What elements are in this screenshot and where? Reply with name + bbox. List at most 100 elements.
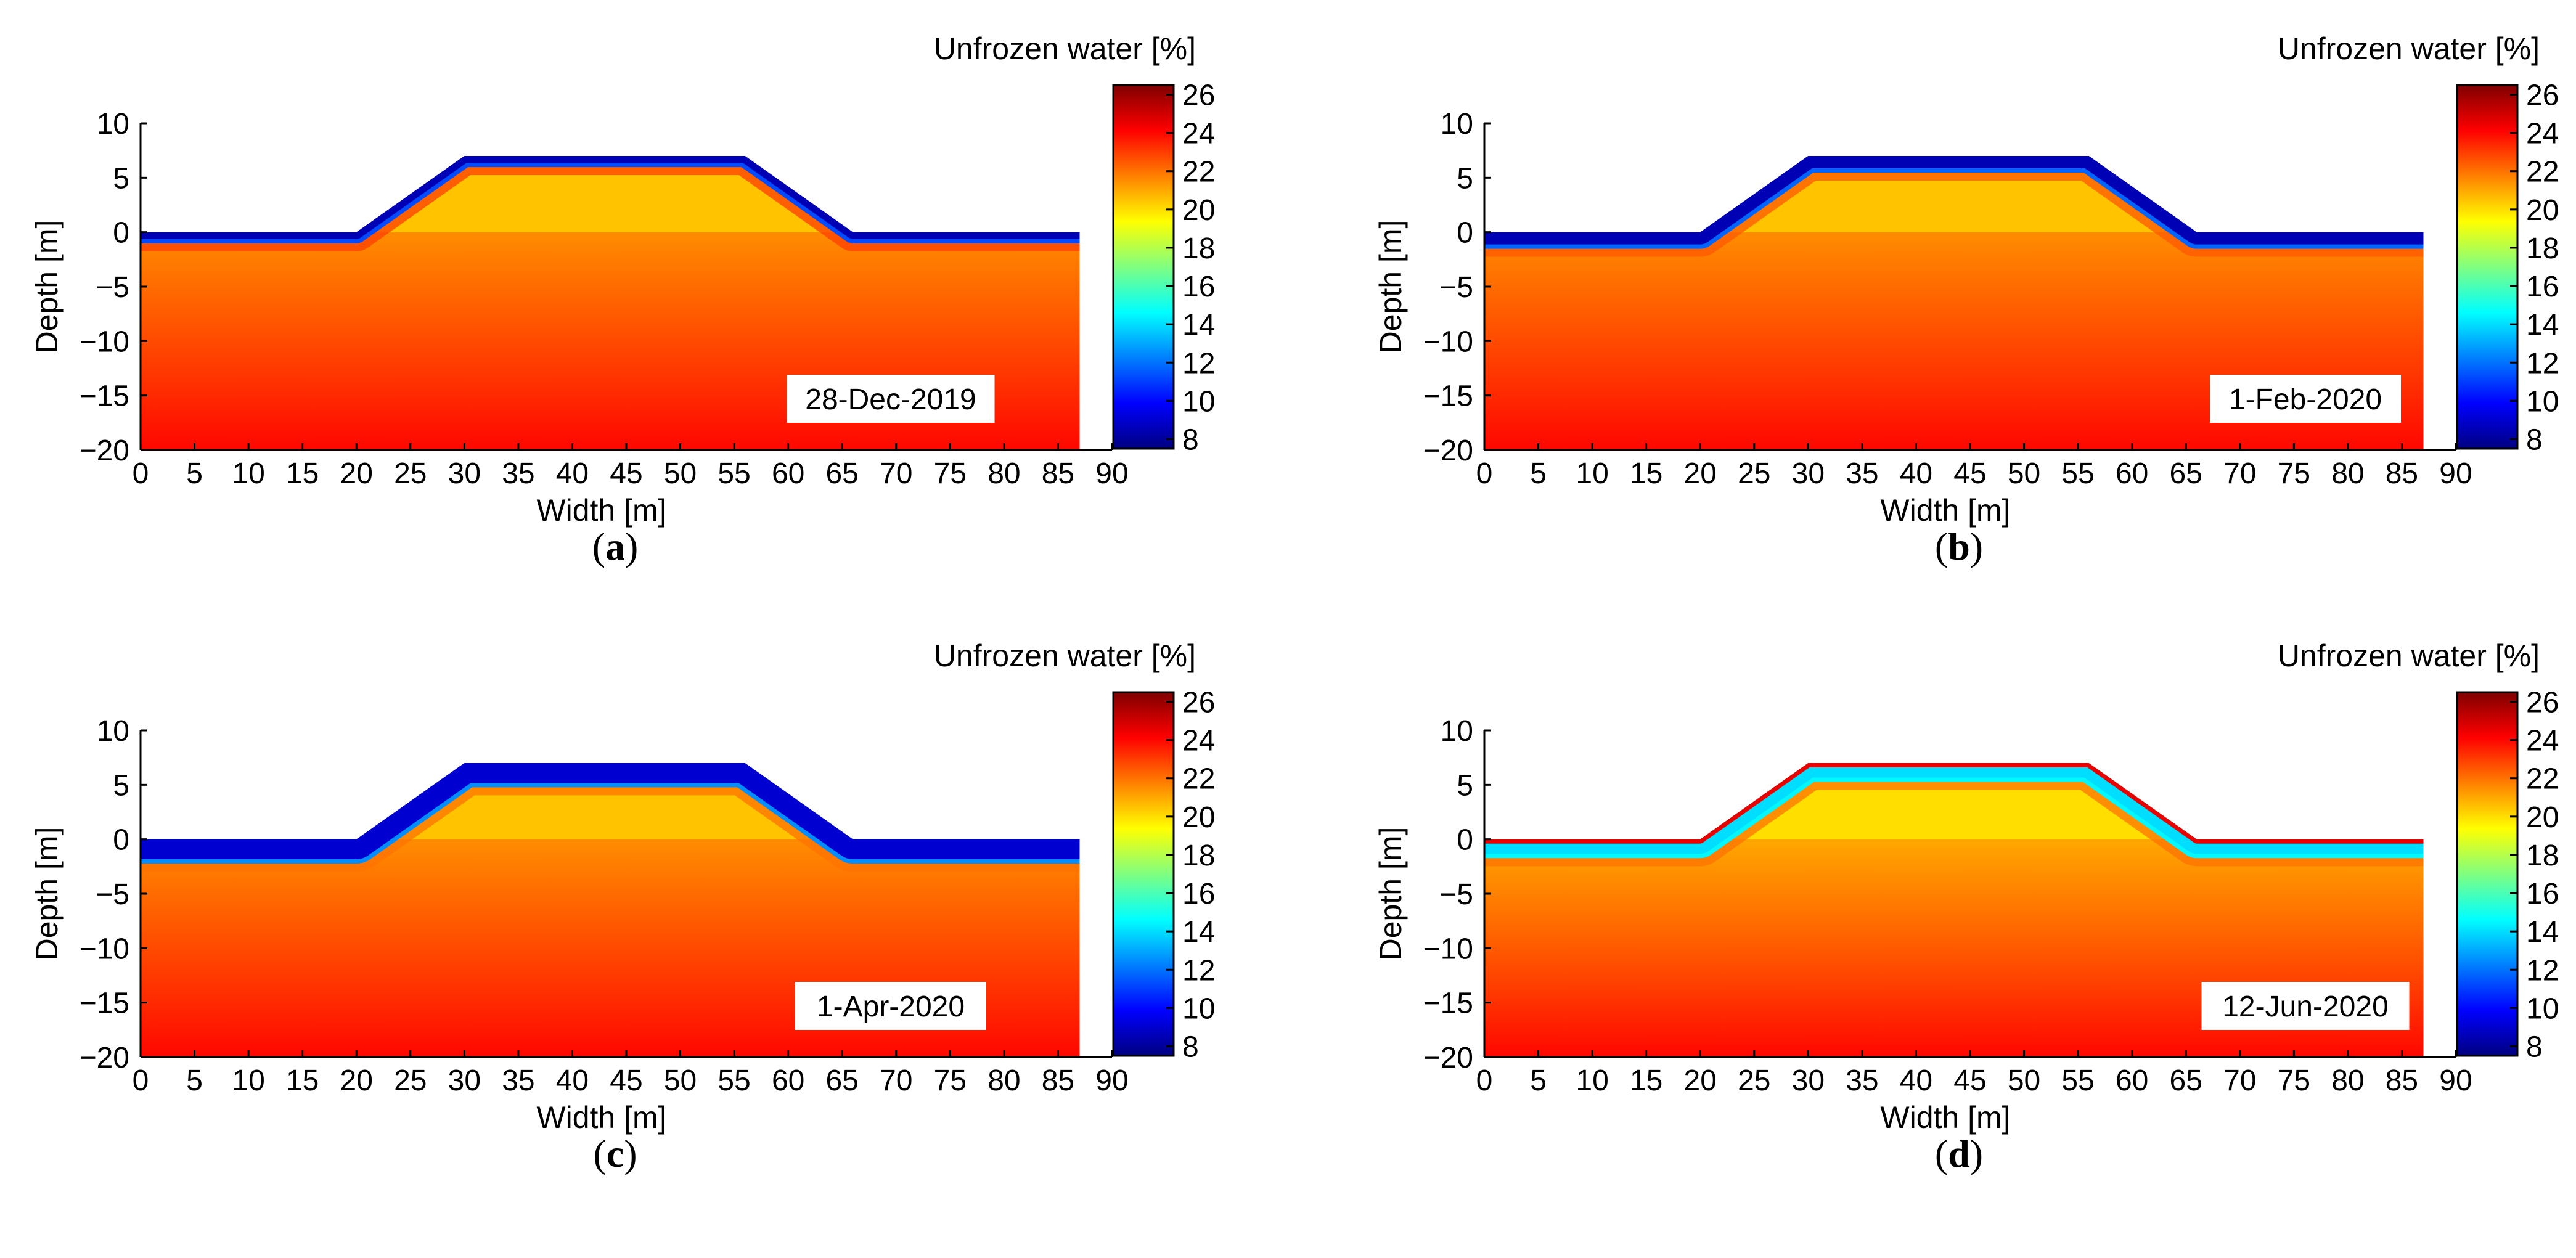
x-tick-label: 90 (2439, 457, 2472, 490)
x-tick-label: 80 (987, 457, 1020, 490)
x-tick-label: 75 (934, 457, 967, 490)
colorbar-tick-label: 24 (2526, 725, 2559, 758)
x-tick-label: 55 (718, 1064, 750, 1097)
colorbar-tick-label: 26 (1182, 687, 1215, 719)
x-tick-label: 15 (1630, 1064, 1662, 1097)
x-tick-label: 40 (1900, 1064, 1932, 1097)
date-label-text: 1-Apr-2020 (817, 990, 965, 1023)
panel-caption: (a) (592, 525, 639, 568)
y-axis-label: Depth [m] (1373, 827, 1408, 961)
unfrozen-water-field (1484, 156, 2424, 450)
x-tick-label: 40 (556, 1064, 589, 1097)
colorbar-tick-label: 16 (1182, 271, 1215, 303)
y-tick-label: −20 (80, 1042, 129, 1074)
colorbar-tick-label: 14 (1182, 309, 1215, 341)
x-tick-label: 85 (1042, 457, 1074, 490)
x-tick-label: 80 (2331, 1064, 2364, 1097)
y-tick-label: −5 (1439, 271, 1473, 304)
x-tick-label: 55 (718, 457, 750, 490)
colorbar-tick-label: 12 (2526, 347, 2559, 380)
colorbar-tick-label: 18 (1182, 232, 1215, 265)
x-tick-label: 75 (2278, 457, 2310, 490)
x-tick-label: 65 (826, 457, 859, 490)
y-tick-label: −20 (80, 435, 129, 467)
colorbar-tick-label: 20 (1182, 801, 1215, 834)
panel-a: 0 5 10 15 20 25 30 35 40 45 50 55 60 65 70 75 80 85 901050… (30, 31, 1215, 568)
colorbar-tick-label: 16 (2526, 878, 2559, 910)
x-tick-label: 60 (772, 1064, 804, 1097)
x-tick-label: 60 (2116, 457, 2148, 490)
colorbar-tick-label: 24 (2526, 118, 2559, 150)
y-tick-label: 10 (97, 715, 129, 748)
x-tick-label: 20 (340, 1064, 373, 1097)
colorbar-label: Unfrozen water [%] (934, 639, 1196, 673)
colorbar-tick-label: 22 (2526, 156, 2559, 189)
colorbar-label: Unfrozen water [%] (2278, 31, 2540, 66)
x-tick-label: 50 (664, 1064, 697, 1097)
date-label-text: 12-Jun-2020 (2222, 990, 2389, 1023)
colorbar: 26 24 22 20 18 16 14 12 10 8 Unfrozen water [%] (2278, 639, 2559, 1063)
colorbar-tick-label: 24 (1182, 725, 1215, 758)
x-tick-label: 5 (186, 1064, 203, 1097)
colorbar-tick-label: 18 (2526, 839, 2559, 872)
y-tick-label: −10 (80, 325, 129, 358)
colorbar-gradient (2456, 84, 2519, 450)
colorbar-tick-label: 8 (1182, 423, 1199, 456)
frozen-layer-core (1484, 156, 2424, 245)
x-tick-label: 90 (1095, 457, 1128, 490)
colorbar-tick-label: 26 (2526, 687, 2559, 719)
x-tick-label: 85 (2386, 1064, 2418, 1097)
x-tick-label: 25 (1738, 457, 1770, 490)
date-label: 12-Jun-2020 (2201, 982, 2410, 1030)
x-tick-label: 90 (1095, 1064, 1128, 1097)
colorbar-tick-label: 26 (2526, 80, 2559, 112)
y-tick-label: 10 (97, 108, 129, 141)
y-tick-label: −5 (96, 271, 129, 304)
y-tick-label: 5 (113, 769, 129, 802)
x-tick-label: 80 (987, 1064, 1020, 1097)
colorbar-tick-label: 16 (2526, 271, 2559, 303)
colorbar-tick-label: 20 (2526, 801, 2559, 834)
x-axis-label: Width [m] (536, 493, 666, 528)
panel-b: 0 5 10 15 20 25 30 35 40 45 50 55 60 65 70 75 80 85 901050… (1373, 31, 2559, 568)
x-tick-label: 30 (448, 1064, 481, 1097)
x-tick-label: 75 (934, 1064, 967, 1097)
x-tick-label: 45 (1953, 457, 1986, 490)
x-tick-label: 50 (664, 457, 697, 490)
colorbar-tick-label: 14 (2526, 916, 2559, 949)
x-tick-label: 70 (880, 1064, 912, 1097)
y-axis-label: Depth [m] (30, 827, 64, 961)
x-tick-label: 55 (2061, 457, 2094, 490)
x-tick-label: 25 (1738, 1064, 1770, 1097)
x-tick-label: 70 (880, 457, 912, 490)
y-tick-label: −15 (1423, 380, 1473, 413)
x-tick-label: 5 (1530, 457, 1547, 490)
x-tick-label: 85 (1042, 1064, 1074, 1097)
y-axis-label: Depth [m] (30, 220, 64, 354)
x-tick-label: 5 (186, 457, 203, 490)
date-label-text: 1-Feb-2020 (2229, 383, 2382, 416)
x-tick-label: 10 (232, 1064, 264, 1097)
x-tick-label: 35 (1846, 1064, 1878, 1097)
date-label-box (795, 982, 986, 1030)
y-tick-label: −10 (1423, 325, 1473, 358)
y-tick-label: −10 (1423, 933, 1473, 965)
y-axis-label: Depth [m] (1373, 220, 1408, 354)
colorbar-tick-label: 26 (1182, 80, 1215, 112)
x-axis-label: Width [m] (1880, 1100, 2010, 1135)
x-tick-label: 35 (502, 1064, 534, 1097)
x-tick-label: 70 (2223, 1064, 2256, 1097)
date-label: 1-Feb-2020 (2210, 375, 2401, 423)
y-tick-label: 0 (113, 824, 129, 857)
x-tick-label: 65 (826, 1064, 859, 1097)
date-label-text: 28-Dec-2019 (805, 383, 976, 416)
colorbar: 26 24 22 20 18 16 14 12 10 8 Unfrozen water [%] (2278, 31, 2559, 456)
x-tick-label: 30 (1792, 457, 1825, 490)
x-tick-label: 25 (394, 1064, 427, 1097)
y-tick-label: −20 (1423, 1042, 1473, 1074)
x-tick-label: 40 (556, 457, 589, 490)
x-tick-label: 90 (2439, 1064, 2472, 1097)
x-tick-label: 15 (1630, 457, 1662, 490)
colorbar-tick-label: 12 (1182, 347, 1215, 380)
